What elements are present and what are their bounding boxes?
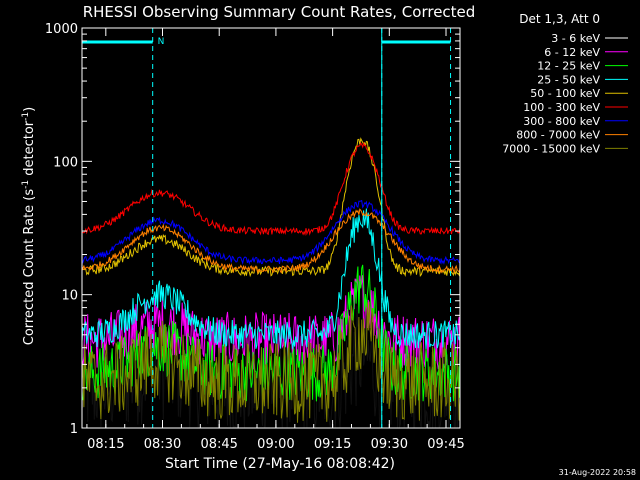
y-label-main: Corrected Count Rate (s xyxy=(22,189,37,346)
y-axis-label: Corrected Count Rate (s-1 detector-1) xyxy=(21,107,37,345)
axis-ticks: 08:15 08:30 08:45 09:00 09:15 09:30 09:45 1 10 10… xyxy=(45,22,465,452)
legend-label-50-100-kev: 50 - 100 keV xyxy=(530,87,600,100)
series-line-300-800-kev xyxy=(82,199,460,265)
series-line-100-300-kev xyxy=(82,141,460,237)
plot-area: N xyxy=(81,27,461,429)
legend-label-6-12-kev: 6 - 12 keV xyxy=(544,46,600,59)
plot-frame xyxy=(81,27,461,429)
legend-label-800-7000-kev: 800 - 7000 keV xyxy=(516,129,600,142)
series-line-800-7000-kev xyxy=(82,208,460,275)
legend-label-3-6-kev: 3 - 6 keV xyxy=(551,32,600,45)
y-tick-label: 1 xyxy=(70,422,78,437)
series-line-6-12-kev xyxy=(82,275,460,371)
x-tick-label: 09:45 xyxy=(427,437,464,452)
series-line-25-50-kev xyxy=(82,208,460,350)
series-line-50-100-kev xyxy=(82,137,460,278)
x-tick-label: 09:30 xyxy=(371,437,408,452)
saa-bar-label: N xyxy=(158,37,165,47)
y-tick-label: 100 xyxy=(53,155,78,170)
series-layer xyxy=(82,137,460,428)
chart-title: RHESSI Observing Summary Count Rates, Co… xyxy=(83,3,476,21)
legend-label-300-800-kev: 300 - 800 keV xyxy=(523,115,600,128)
x-tick-label: 09:15 xyxy=(314,437,351,452)
y-label-sup1: -1 xyxy=(21,180,31,189)
marker-layer: N xyxy=(82,28,452,428)
y-tick-label: 10 xyxy=(61,289,78,304)
x-tick-label: 08:45 xyxy=(200,437,237,452)
x-axis-label: Start Time (27-May-16 08:08:42) xyxy=(165,456,395,472)
legend-label-7000-15000-kev: 7000 - 15000 keV xyxy=(502,142,600,155)
x-tick-label: 09:00 xyxy=(257,437,294,452)
legend-label-25-50-kev: 25 - 50 keV xyxy=(537,73,600,86)
y-label-mid: detector xyxy=(22,120,37,180)
x-tick-label: 08:15 xyxy=(87,437,124,452)
legend-title: Det 1,3, Att 0 xyxy=(519,12,600,26)
y-label-end: ) xyxy=(22,107,37,112)
y-label-sup2: -1 xyxy=(21,112,31,121)
legend-label-12-25-kev: 12 - 25 keV xyxy=(537,60,600,73)
series-line-7000-15000-kev xyxy=(82,301,460,423)
x-tick-label: 08:30 xyxy=(144,437,181,452)
footer-date: 31-Aug-2022 20:58 xyxy=(559,468,636,477)
legend-label-100-300-kev: 100 - 300 keV xyxy=(523,101,600,114)
y-tick-label: 1000 xyxy=(45,22,78,37)
